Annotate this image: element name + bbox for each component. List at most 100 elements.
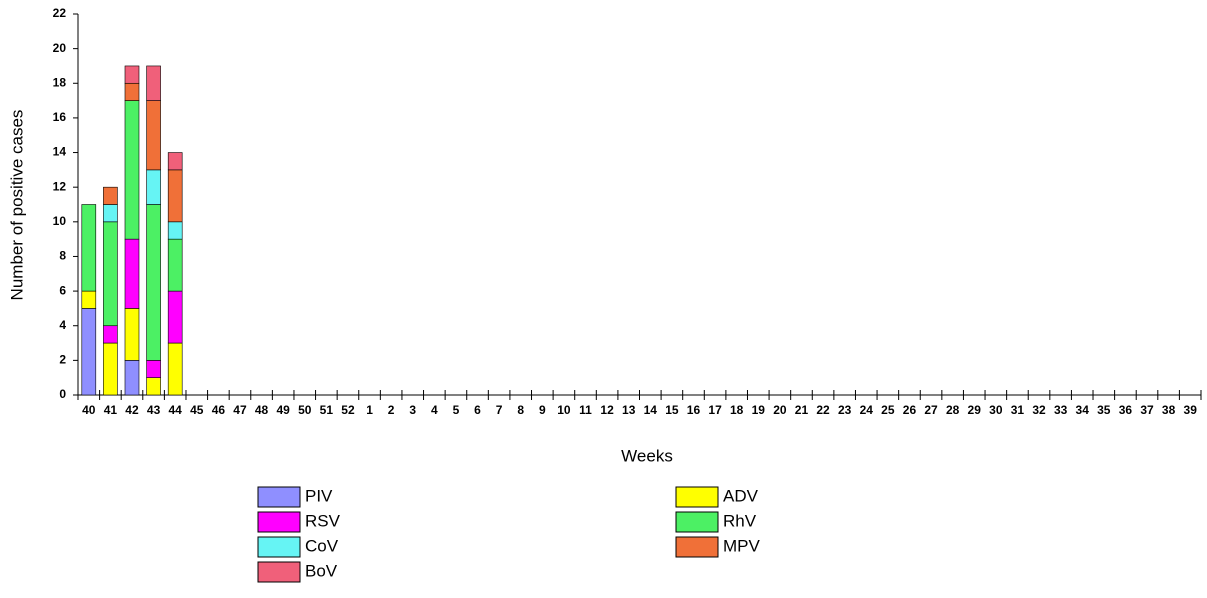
x-tick-label: 46	[212, 403, 226, 417]
bar-segment	[124, 65, 140, 84]
bar-segment	[146, 100, 161, 171]
bar-segment	[146, 65, 161, 101]
y-tick-label: 22	[53, 6, 67, 20]
y-tick-label: 18	[53, 75, 67, 89]
bar-segment	[146, 377, 161, 396]
bar-segment	[124, 308, 140, 361]
x-tick-label: 48	[255, 403, 269, 417]
x-tick-label: 37	[1140, 403, 1154, 417]
x-tick-label: 25	[881, 403, 895, 417]
bar-segment	[167, 152, 183, 171]
legend-swatch	[675, 486, 719, 508]
legend-swatch	[257, 511, 301, 533]
x-tick-label: 29	[968, 403, 982, 417]
x-tick-label: 33	[1054, 403, 1068, 417]
x-tick-label: 30	[989, 403, 1003, 417]
x-tick-label: 11	[579, 403, 592, 417]
x-tick-label: 18	[730, 403, 744, 417]
y-tick-label: 6	[59, 283, 66, 297]
bar-segment	[167, 221, 183, 240]
bar-segment	[146, 204, 161, 361]
y-tick-label: 0	[59, 387, 66, 401]
x-tick-label: 31	[1011, 403, 1025, 417]
bar-segment	[103, 221, 118, 327]
bar-segment	[103, 204, 118, 223]
bar-segment	[124, 100, 140, 240]
y-tick-label: 20	[53, 41, 67, 55]
bar-segment	[124, 82, 140, 101]
x-tick-label: 8	[517, 403, 524, 417]
bar-segment	[103, 325, 118, 344]
bar-segment	[146, 360, 161, 378]
x-tick-label: 19	[752, 403, 766, 417]
x-tick-label: 10	[557, 403, 571, 417]
x-tick-label: 17	[708, 403, 722, 417]
x-tick-label: 6	[474, 403, 481, 417]
legend-label: PIV	[305, 486, 333, 505]
x-tick-label: 7	[496, 403, 503, 417]
x-tick-label: 21	[795, 403, 809, 417]
x-tick-label: 39	[1184, 403, 1198, 417]
x-tick-label: 22	[816, 403, 830, 417]
bar-segment	[81, 308, 97, 396]
x-tick-label: 5	[453, 403, 460, 417]
x-tick-label: 28	[946, 403, 960, 417]
bar-segment	[167, 238, 183, 292]
x-tick-label: 49	[276, 403, 290, 417]
x-tick-label: 27	[924, 403, 938, 417]
y-tick-label: 10	[53, 214, 67, 228]
legend-swatch	[257, 561, 301, 583]
y-tick-label: 12	[53, 179, 67, 193]
legend-swatch	[675, 511, 719, 533]
x-tick-label: 38	[1162, 403, 1176, 417]
y-tick-label: 4	[59, 318, 66, 332]
legend-swatch	[257, 486, 301, 508]
x-tick-label: 52	[341, 403, 355, 417]
bar-segment	[103, 342, 118, 396]
x-tick-label: 1	[366, 403, 373, 417]
bar-segment	[167, 290, 183, 344]
x-tick-label: 26	[903, 403, 917, 417]
x-tick-label: 42	[125, 403, 139, 417]
x-tick-label: 35	[1097, 403, 1111, 417]
y-tick-label: 14	[53, 145, 67, 159]
x-tick-label: 32	[1032, 403, 1046, 417]
legend-label: ADV	[723, 486, 759, 505]
x-tick-label: 14	[644, 403, 658, 417]
legend-label: BoV	[305, 561, 338, 580]
legend-label: RhV	[723, 511, 757, 530]
legend-label: RSV	[305, 511, 341, 530]
x-tick-label: 34	[1076, 403, 1090, 417]
x-tick-label: 45	[190, 403, 204, 417]
y-tick-label: 2	[59, 353, 66, 367]
x-tick-label: 12	[600, 403, 614, 417]
x-tick-label: 36	[1119, 403, 1133, 417]
bar-segment	[81, 290, 97, 309]
legend-label: CoV	[305, 536, 339, 555]
x-tick-label: 4	[431, 403, 438, 417]
bar-segment	[81, 204, 97, 292]
x-axis-title: Weeks	[621, 446, 673, 465]
legend-swatch	[675, 536, 719, 558]
legend-swatch	[257, 536, 301, 558]
x-tick-label: 23	[838, 403, 852, 417]
y-tick-label: 8	[59, 249, 66, 263]
bar-segment	[146, 169, 161, 205]
legend-label: MPV	[723, 536, 761, 555]
x-tick-label: 50	[298, 403, 312, 417]
x-tick-label: 40	[82, 403, 96, 417]
x-tick-label: 41	[104, 403, 118, 417]
x-tick-label: 47	[233, 403, 247, 417]
y-axis-title: Number of positive cases	[7, 110, 26, 301]
x-tick-label: 16	[687, 403, 701, 417]
x-tick-label: 24	[860, 403, 874, 417]
x-tick-label: 43	[147, 403, 161, 417]
bar-segment	[103, 186, 118, 205]
x-tick-label: 51	[320, 403, 334, 417]
x-tick-label: 13	[622, 403, 636, 417]
bar-segment	[124, 238, 140, 309]
x-tick-label: 20	[773, 403, 787, 417]
x-tick-label: 9	[539, 403, 546, 417]
bar-segment	[167, 169, 183, 223]
